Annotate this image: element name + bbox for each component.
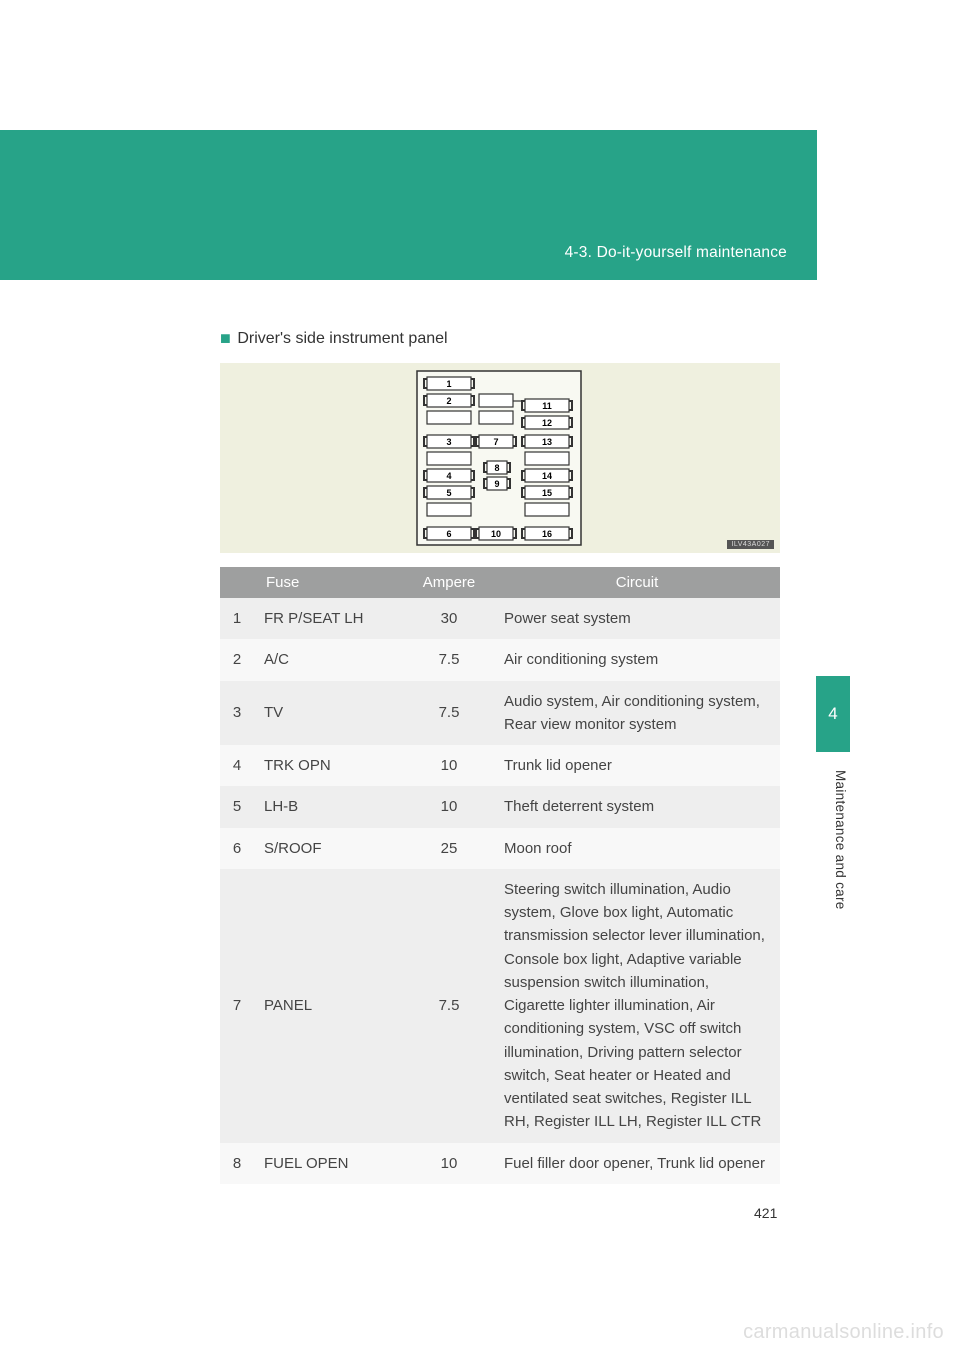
cell-circuit: Audio system, Air conditioning system, R… [494, 681, 780, 746]
fuse-table: Fuse Ampere Circuit 1FR P/SEAT LH30Power… [220, 567, 780, 1184]
cell-fuse: PANEL [254, 869, 404, 1143]
cell-circuit: Steering switch illumination, Audio syst… [494, 869, 780, 1143]
cell-num: 3 [220, 681, 254, 746]
table-row: 8FUEL OPEN10Fuel filler door opener, Tru… [220, 1143, 780, 1184]
cell-fuse: S/ROOF [254, 828, 404, 869]
svg-text:10: 10 [491, 529, 501, 539]
col-header-circuit: Circuit [494, 567, 780, 598]
section-breadcrumb: 4-3. Do-it-yourself maintenance [565, 244, 787, 262]
cell-num: 4 [220, 745, 254, 786]
svg-text:3: 3 [446, 437, 451, 447]
watermark: carmanualsonline.info [743, 1321, 944, 1344]
cell-circuit: Theft deterrent system [494, 786, 780, 827]
svg-text:6: 6 [446, 529, 451, 539]
cell-fuse: FUEL OPEN [254, 1143, 404, 1184]
cell-ampere: 10 [404, 745, 494, 786]
svg-text:8: 8 [494, 463, 499, 473]
svg-text:9: 9 [494, 479, 499, 489]
cell-ampere: 7.5 [404, 869, 494, 1143]
svg-text:1: 1 [446, 379, 451, 389]
cell-num: 5 [220, 786, 254, 827]
cell-fuse: TV [254, 681, 404, 746]
svg-text:13: 13 [542, 437, 552, 447]
chapter-tab: 4 [816, 676, 850, 752]
svg-text:12: 12 [542, 418, 552, 428]
square-bullet-icon: ■ [220, 328, 231, 348]
cell-circuit: Trunk lid opener [494, 745, 780, 786]
svg-text:4: 4 [446, 471, 451, 481]
fuse-diagram-panel: 12345678910111213141516 ILV43A027 [220, 363, 780, 553]
cell-fuse: TRK OPN [254, 745, 404, 786]
cell-num: 7 [220, 869, 254, 1143]
page-content: ■ Driver's side instrument panel 1234567… [220, 328, 780, 1184]
svg-text:7: 7 [493, 437, 498, 447]
cell-num: 8 [220, 1143, 254, 1184]
col-header-num [220, 567, 254, 598]
table-row: 4TRK OPN10Trunk lid opener [220, 745, 780, 786]
cell-fuse: FR P/SEAT LH [254, 598, 404, 639]
svg-text:16: 16 [542, 529, 552, 539]
cell-ampere: 7.5 [404, 681, 494, 746]
cell-fuse: A/C [254, 639, 404, 680]
cell-circuit: Air conditioning system [494, 639, 780, 680]
cell-circuit: Fuel filler door opener, Trunk lid opene… [494, 1143, 780, 1184]
svg-text:15: 15 [542, 488, 552, 498]
svg-text:5: 5 [446, 488, 451, 498]
svg-text:14: 14 [542, 471, 552, 481]
cell-ampere: 10 [404, 786, 494, 827]
cell-num: 6 [220, 828, 254, 869]
subsection-title: Driver's side instrument panel [237, 330, 447, 347]
table-row: 5LH-B10Theft deterrent system [220, 786, 780, 827]
diagram-code: ILV43A027 [727, 540, 774, 549]
cell-ampere: 7.5 [404, 639, 494, 680]
cell-num: 2 [220, 639, 254, 680]
page-number: 421 [754, 1205, 777, 1221]
cell-fuse: LH-B [254, 786, 404, 827]
chapter-label: Maintenance and care [833, 770, 848, 910]
table-row: 1FR P/SEAT LH30Power seat system [220, 598, 780, 639]
cell-ampere: 10 [404, 1143, 494, 1184]
subsection-heading: ■ Driver's side instrument panel [220, 328, 780, 349]
cell-ampere: 25 [404, 828, 494, 869]
cell-ampere: 30 [404, 598, 494, 639]
svg-text:2: 2 [446, 396, 451, 406]
chapter-number: 4 [828, 704, 837, 724]
table-row: 3TV7.5Audio system, Air conditioning sys… [220, 681, 780, 746]
cell-circuit: Power seat system [494, 598, 780, 639]
table-row: 2A/C7.5Air conditioning system [220, 639, 780, 680]
cell-num: 1 [220, 598, 254, 639]
table-header-row: Fuse Ampere Circuit [220, 567, 780, 598]
cell-circuit: Moon roof [494, 828, 780, 869]
svg-text:11: 11 [542, 401, 552, 411]
header-band: 4-3. Do-it-yourself maintenance [0, 130, 817, 280]
table-row: 6S/ROOF25Moon roof [220, 828, 780, 869]
table-row: 7PANEL7.5Steering switch illumination, A… [220, 869, 780, 1143]
col-header-ampere: Ampere [404, 567, 494, 598]
fuse-diagram: 12345678910111213141516 [410, 369, 590, 547]
col-header-fuse: Fuse [254, 567, 404, 598]
